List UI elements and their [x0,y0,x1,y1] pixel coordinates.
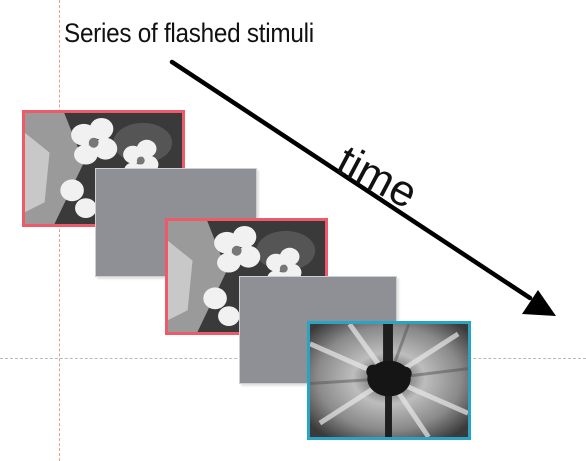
stimulus-frame-blurred [307,321,471,440]
blurred-flower-image [310,324,468,437]
vertical-guide-line [59,0,60,461]
diagram-title: Series of flashed stimuli [64,18,314,48]
